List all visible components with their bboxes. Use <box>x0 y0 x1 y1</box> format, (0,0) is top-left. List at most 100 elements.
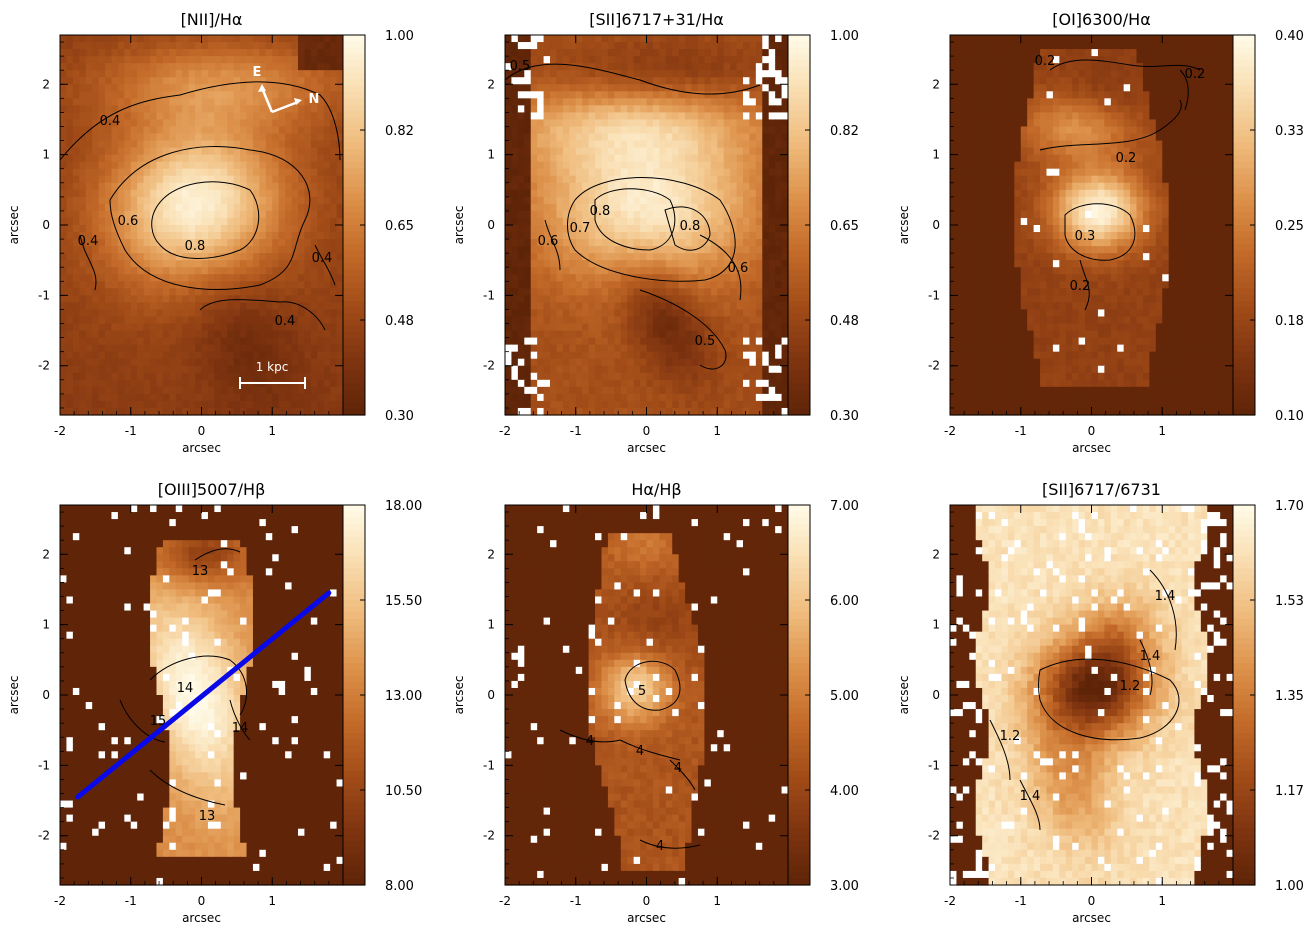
x-tick-label: 1 <box>268 424 276 438</box>
contour-label: 0.6 <box>118 214 139 229</box>
colorbar: 1.701.531.351.171.00 <box>1233 499 1304 894</box>
contour-label: 0.8 <box>185 239 206 254</box>
colorbar-tick-label: 1.35 <box>1275 689 1304 704</box>
y-tick-label: 0 <box>42 688 50 702</box>
contour-label: 0.6 <box>538 234 559 249</box>
x-axis-label: arcsec <box>627 911 666 925</box>
y-tick-label: 1 <box>487 618 495 632</box>
heatmap-image <box>505 35 789 416</box>
contour-label: 4 <box>674 761 682 776</box>
y-axis-label: arcsec <box>452 676 466 715</box>
y-tick-label: 1 <box>42 148 50 162</box>
colorbar-tick-label: 4.00 <box>830 784 859 799</box>
x-tick-label: 0 <box>643 894 651 908</box>
x-tick-label: -1 <box>1015 894 1027 908</box>
contour-label: 5 <box>638 684 646 699</box>
y-tick-label: -2 <box>38 359 50 373</box>
x-tick-label: -2 <box>944 424 956 438</box>
heatmap-image <box>60 35 344 416</box>
y-tick-label: -2 <box>928 359 940 373</box>
contour-label: 0.4 <box>312 251 333 266</box>
colorbar-tick-label: 0.30 <box>385 409 414 424</box>
heatmap-image <box>505 505 789 886</box>
colorbar-tick-label: 1.53 <box>1275 594 1304 609</box>
heatmap-image <box>950 35 1234 416</box>
contour-label: 1.4 <box>1020 789 1041 804</box>
x-tick-label: 0 <box>198 894 206 908</box>
contour-label: 0.5 <box>510 59 531 74</box>
colorbar: 7.006.005.004.003.00 <box>788 499 859 894</box>
contour-label: 0.4 <box>275 314 296 329</box>
contour-label: 0.6 <box>728 261 749 276</box>
colorbar-tick-label: 0.18 <box>1275 314 1304 329</box>
y-tick-label: -1 <box>483 758 495 772</box>
contour-label: 0.4 <box>78 234 99 249</box>
y-tick-label: -1 <box>928 288 940 302</box>
y-tick-label: 1 <box>42 618 50 632</box>
colorbar-tick-label: 0.82 <box>385 124 414 139</box>
colorbar-tick-label: 7.00 <box>830 499 859 514</box>
contour-label: 13 <box>199 809 216 824</box>
contour-label: 4 <box>656 839 664 854</box>
contour-label: 14 <box>177 681 194 696</box>
contour-label: 0.8 <box>590 204 611 219</box>
x-tick-label: -1 <box>125 894 137 908</box>
y-tick-label: -2 <box>928 829 940 843</box>
colorbar-tick-label: 6.00 <box>830 594 859 609</box>
y-tick-label: 0 <box>932 688 940 702</box>
y-tick-label: -2 <box>483 829 495 843</box>
colorbar-tick-label: 1.70 <box>1275 499 1304 514</box>
contour-label: 0.2 <box>1185 67 1206 82</box>
colorbar-tick-label: 0.30 <box>830 409 859 424</box>
y-axis-label: arcsec <box>7 676 21 715</box>
colorbar-tick-label: 15.50 <box>385 594 422 609</box>
x-tick-label: -2 <box>499 894 511 908</box>
contour-label: 4 <box>636 744 644 759</box>
colorbar: 0.400.330.250.180.10 <box>1233 29 1304 424</box>
contour-label: 4 <box>586 734 594 749</box>
panel-title: Hα/Hβ <box>631 480 681 499</box>
colorbar-tick-label: 0.48 <box>830 314 859 329</box>
contour-label: 1.2 <box>1120 679 1141 694</box>
y-tick-label: 2 <box>487 547 495 561</box>
contour-label: 0.7 <box>570 221 591 236</box>
y-tick-label: 2 <box>487 77 495 91</box>
y-tick-label: 1 <box>487 148 495 162</box>
compass-east-label: E <box>253 65 262 80</box>
y-tick-label: 0 <box>487 688 495 702</box>
contour-label: 0.4 <box>100 114 121 129</box>
x-axis-label: arcsec <box>627 441 666 455</box>
x-tick-label: 1 <box>1158 424 1166 438</box>
contour-label: 1.2 <box>1000 729 1021 744</box>
contour-label: 14 <box>232 721 249 736</box>
x-tick-label: -1 <box>1015 424 1027 438</box>
y-tick-label: 2 <box>932 547 940 561</box>
compass-north-label: N <box>309 92 320 107</box>
x-axis-label: arcsec <box>1072 911 1111 925</box>
panel-title: [NII]/Hα <box>181 10 243 29</box>
contour-label: 13 <box>192 564 209 579</box>
colorbar-tick-label: 0.40 <box>1275 29 1304 44</box>
colorbar-tick-label: 0.82 <box>830 124 859 139</box>
y-tick-label: 2 <box>932 77 940 91</box>
contour-label: 1.4 <box>1155 589 1176 604</box>
panel-title: [OIII]5007/Hβ <box>158 480 266 499</box>
x-tick-label: 1 <box>1158 894 1166 908</box>
y-tick-label: 0 <box>487 218 495 232</box>
x-axis-label: arcsec <box>182 441 221 455</box>
x-tick-label: 0 <box>643 424 651 438</box>
panel-title: [OI]6300/Hα <box>1052 10 1150 29</box>
panel-title: [SII]6717/6731 <box>1042 480 1161 499</box>
y-tick-label: 2 <box>42 77 50 91</box>
x-tick-label: 1 <box>713 894 721 908</box>
colorbar-tick-label: 18.00 <box>385 499 422 514</box>
contour-label: 1.4 <box>1140 649 1161 664</box>
x-tick-label: -2 <box>944 894 956 908</box>
contour-label: 0.3 <box>1075 229 1096 244</box>
colorbar-tick-label: 5.00 <box>830 689 859 704</box>
